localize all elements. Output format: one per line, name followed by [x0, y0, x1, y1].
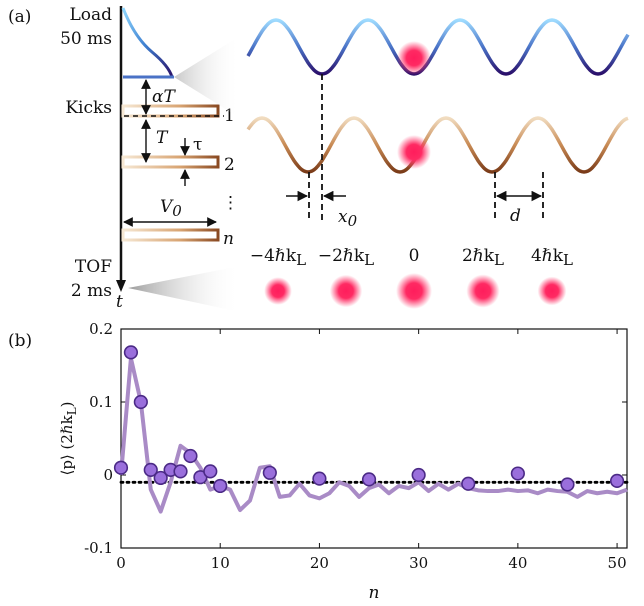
x-tick-label: 50 — [608, 554, 627, 572]
tof-time: 2 ms — [71, 281, 112, 301]
d-label: d — [510, 206, 521, 226]
momentum-peaks: −4ℏkL −2ℏkL 0 2ℏkL 4ℏkL — [250, 246, 573, 309]
x-tick-label: 10 — [211, 554, 230, 572]
load-label: Load — [69, 5, 112, 25]
momentum-peak-blob — [264, 277, 292, 305]
momentum-label: 0 — [409, 246, 420, 266]
x-tick-label: 40 — [508, 554, 527, 572]
x-axis-label: n — [369, 583, 380, 603]
kick-ellipsis: ⋮ — [222, 193, 239, 213]
alpha-t-label: αT — [152, 87, 176, 107]
data-point — [461, 476, 476, 491]
time-axis-label: t — [116, 292, 123, 312]
momentum-label: −2ℏkL — [318, 246, 374, 269]
x0-label: x0 — [338, 207, 358, 230]
data-point — [411, 467, 426, 483]
momentum-label: 4ℏkL — [531, 246, 573, 269]
data-point — [213, 478, 228, 494]
load-projection-beam — [174, 36, 240, 118]
lattice-loaded — [246, 18, 630, 76]
kick-number-1: 1 — [224, 106, 235, 126]
momentum-peak-blob — [466, 274, 500, 308]
data-point — [113, 460, 129, 475]
x-tick-label: 20 — [310, 554, 329, 572]
tof-label: TOF — [75, 257, 112, 277]
kicks-label: Kicks — [65, 98, 112, 118]
x-tick-label: 30 — [409, 554, 428, 572]
time-axis-arrow-icon — [116, 280, 126, 292]
data-point — [143, 462, 158, 477]
data-point — [609, 473, 625, 488]
panel-a-label: (a) — [8, 7, 31, 27]
tau-label: τ — [193, 135, 202, 155]
data-point — [361, 472, 377, 487]
period-t-label: T — [156, 128, 169, 148]
y-tick-label: 0.2 — [89, 320, 113, 338]
x-tick-label: 0 — [116, 554, 126, 572]
kick-pulse-n — [121, 228, 220, 242]
kick-pulse-2 — [121, 155, 220, 169]
data-point — [510, 466, 525, 481]
chart: 0 10 20 30 40 50-0.100.10.2n⟨p⟩ (2ℏkL) — [58, 320, 629, 603]
tof-projection-beam — [128, 266, 240, 312]
y-axis-label: ⟨p⟩ (2ℏkL) — [58, 401, 79, 475]
kick-number-2: 2 — [224, 155, 235, 175]
momentum-peak-blob — [537, 276, 567, 306]
data-point — [203, 464, 218, 479]
atom-cloud-loaded — [397, 41, 431, 75]
panel-a: (a) t Load 50 ms Kicks TOF 2 ms 1 2 ⋮ n … — [8, 5, 630, 312]
kick-pulse-1 — [121, 104, 220, 118]
y-tick-label: 0 — [103, 466, 113, 484]
atom-cloud-kicked — [397, 135, 431, 169]
plot-frame — [120, 328, 628, 549]
data-point — [560, 477, 575, 492]
momentum-label: −4ℏkL — [250, 246, 306, 269]
data-point — [183, 448, 198, 464]
data-point — [133, 394, 148, 410]
load-time: 50 ms — [60, 29, 112, 49]
data-point — [123, 345, 139, 360]
v0-label: V0 — [160, 197, 182, 220]
y-tick-label: 0.1 — [89, 393, 113, 411]
data-point — [312, 471, 327, 486]
kick-number-n: n — [223, 229, 234, 249]
momentum-peak-blob — [329, 274, 363, 308]
series-line — [119, 356, 628, 514]
load-ramp-curve — [121, 7, 174, 78]
data-point — [173, 464, 188, 479]
data-point — [262, 465, 277, 480]
lattice-kicked — [246, 116, 629, 174]
panel-b: (b) 0 10 20 30 40 50-0.100.10.2n⟨p⟩ (2ℏkL) — [8, 320, 629, 603]
momentum-label: 2ℏkL — [462, 246, 504, 269]
momentum-peak-blob — [396, 273, 432, 309]
panel-b-label: (b) — [8, 331, 32, 351]
data-point — [153, 470, 168, 486]
y-tick-label: -0.1 — [84, 539, 113, 557]
